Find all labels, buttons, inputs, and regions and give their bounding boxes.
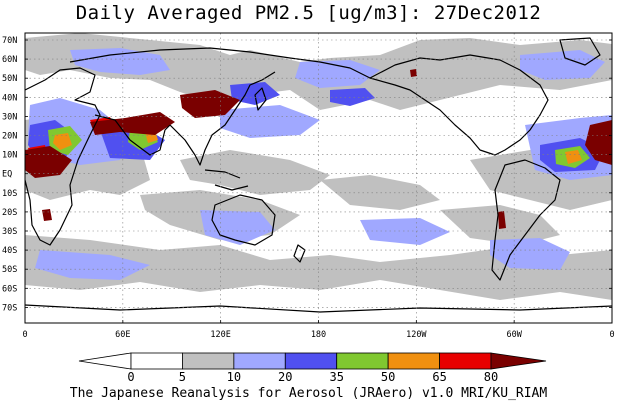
longitude-label: 180 bbox=[311, 330, 326, 340]
chart-title: Daily Averaged PM2.5 [ug/m3]: 27Dec2012 bbox=[75, 2, 542, 24]
latitude-label: 30N bbox=[2, 112, 17, 122]
longitude-label: 60E bbox=[115, 330, 130, 340]
longitude-labels: 0 60E 120E 180 120W 60W 0 bbox=[22, 320, 615, 340]
latitude-label: 40N bbox=[2, 93, 17, 103]
colorbar-segment bbox=[284, 352, 338, 370]
coastlines bbox=[24, 37, 613, 313]
latitude-label: 70S bbox=[2, 303, 17, 313]
latitude-label: 10S bbox=[2, 189, 17, 199]
colorbar-label: 0 bbox=[127, 370, 134, 384]
colorbar-label: 35 bbox=[329, 370, 343, 384]
latitude-label: 60S bbox=[2, 284, 17, 294]
colorbar-label: 80 bbox=[484, 370, 498, 384]
longitude-label: 60W bbox=[506, 330, 522, 340]
longitude-label: 0 bbox=[22, 330, 27, 340]
colorbar-segment bbox=[182, 352, 235, 370]
latitude-label: 60N bbox=[2, 55, 17, 65]
longitude-label: 120W bbox=[406, 330, 427, 340]
footer-credit: The Japanese Reanalysis for Aerosol (JRA… bbox=[69, 386, 548, 401]
latitude-label: 70N bbox=[2, 36, 17, 46]
gridlines bbox=[25, 33, 612, 323]
colorbar-segment bbox=[233, 352, 286, 370]
colorbar-label: 10 bbox=[227, 370, 241, 384]
latitude-labels: 70N 60N 50N 40N 30N 20N 10N EQ 10S 20S 30S 40S 50S 60… bbox=[2, 36, 612, 313]
colorbar-high-arrow bbox=[490, 352, 547, 370]
longitude-label: 120E bbox=[210, 330, 230, 340]
colorbar-low-arrow bbox=[78, 352, 132, 370]
longitude-label: 0 bbox=[609, 330, 614, 340]
latitude-label: 10N bbox=[2, 151, 17, 161]
latitude-label: EQ bbox=[2, 170, 12, 180]
colorbar-label: 20 bbox=[278, 370, 292, 384]
latitude-label: 40S bbox=[2, 246, 17, 256]
latitude-label: 30S bbox=[2, 227, 17, 237]
latitude-label: 50N bbox=[2, 74, 17, 84]
latitude-label: 20S bbox=[2, 208, 17, 218]
colorbar: 0 5 10 20 35 50 65 80 bbox=[78, 352, 547, 384]
colorbar-segment bbox=[439, 352, 492, 370]
colorbar-segment bbox=[130, 352, 183, 370]
colorbar-label: 50 bbox=[381, 370, 395, 384]
colorbar-segment bbox=[336, 352, 389, 370]
latitude-label: 50S bbox=[2, 265, 17, 275]
colorbar-label: 5 bbox=[179, 370, 186, 384]
latitude-label: 20N bbox=[2, 132, 17, 142]
colorbar-segment bbox=[387, 352, 440, 370]
colorbar-label: 65 bbox=[432, 370, 446, 384]
